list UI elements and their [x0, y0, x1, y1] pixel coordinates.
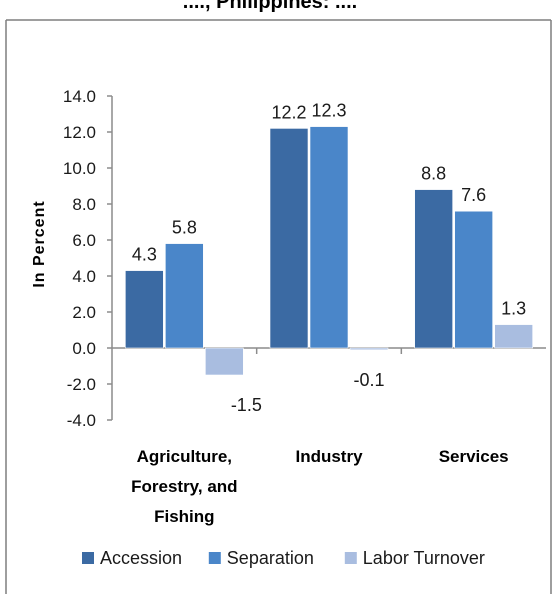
category-label: Agriculture, — [137, 447, 232, 466]
bar-accession — [269, 128, 309, 349]
category-labels: Agriculture, Forestry, and Fishing Industry… — [131, 447, 509, 526]
bar-separation — [454, 210, 493, 349]
legend-swatch — [344, 552, 357, 564]
y-tick-label: 6.0 — [72, 231, 96, 250]
bar-accession — [414, 189, 453, 349]
legend-label: Separation — [227, 548, 314, 568]
y-tick-label: 8.0 — [72, 195, 96, 214]
category-label: Industry — [295, 447, 363, 466]
y-tick-label: -2.0 — [67, 375, 96, 394]
y-axis-title: In Percent — [31, 200, 48, 287]
legend-label: Labor Turnover — [363, 548, 485, 568]
legend-swatch — [82, 552, 94, 564]
bars — [125, 126, 533, 376]
data-label: -1.5 — [231, 395, 262, 415]
legend-label: Accession — [100, 548, 182, 568]
cut-header-title: ...., Philippines: .... — [183, 0, 357, 13]
bar-separation — [165, 243, 204, 349]
y-tick-label: 4.0 — [72, 267, 96, 286]
category-label: Fishing — [154, 507, 214, 526]
y-tick-label: 14.0 — [63, 87, 96, 106]
y-tick-label: 10.0 — [63, 159, 96, 178]
data-label: 1.3 — [501, 299, 526, 319]
data-labels: 4.3 5.8 -1.5 12.2 12.3 -0.1 8.8 7.6 1.3 — [132, 101, 526, 415]
bar-labor-turnover — [205, 347, 244, 376]
data-label: 12.3 — [311, 101, 346, 121]
bar-accession — [125, 270, 164, 349]
category-label: Forestry, and — [131, 477, 237, 496]
data-label: 5.8 — [172, 218, 197, 238]
data-label: 12.2 — [271, 102, 306, 122]
bar-labor-turnover — [349, 347, 389, 351]
legend-swatch — [208, 552, 221, 564]
y-tick-label: -4.0 — [67, 411, 96, 430]
category-label: Services — [439, 447, 509, 466]
y-axis-ticks: 14.0 12.0 10.0 8.0 6.0 4.0 2.0 0.0 -2.0 -4.0 — [63, 87, 96, 430]
bar-separation — [309, 126, 349, 349]
data-label: 7.6 — [461, 185, 486, 205]
y-tick-label: 2.0 — [72, 303, 96, 322]
bar-labor-turnover — [494, 324, 533, 349]
data-label: 4.3 — [132, 245, 157, 265]
data-label: 8.8 — [421, 164, 446, 184]
legend: Accession Separation Labor Turnover — [82, 548, 485, 568]
y-tick-label: 12.0 — [63, 123, 96, 142]
data-label: -0.1 — [353, 370, 384, 390]
y-tick-label: 0.0 — [72, 339, 96, 358]
